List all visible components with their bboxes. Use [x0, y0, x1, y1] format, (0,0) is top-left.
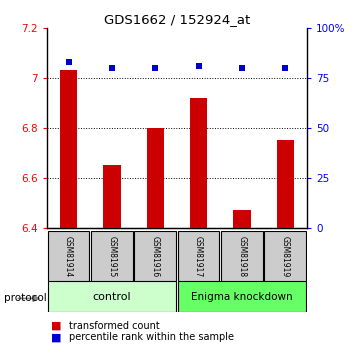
Point: [196, 63, 201, 68]
Bar: [134, 231, 176, 281]
Point: [109, 65, 115, 70]
Bar: [178, 231, 219, 281]
Title: GDS1662 / 152924_at: GDS1662 / 152924_at: [104, 13, 250, 27]
Text: Enigma knockdown: Enigma knockdown: [191, 292, 293, 302]
Text: control: control: [93, 292, 131, 302]
Bar: [103, 165, 121, 228]
Point: [66, 59, 71, 65]
Bar: [91, 231, 133, 281]
Bar: [48, 281, 176, 312]
Bar: [190, 98, 207, 228]
Bar: [221, 231, 263, 281]
Text: GSM81917: GSM81917: [194, 236, 203, 277]
Bar: [48, 231, 90, 281]
Bar: [178, 281, 306, 312]
Bar: [147, 128, 164, 228]
Text: transformed count: transformed count: [69, 321, 159, 331]
Text: GSM81918: GSM81918: [238, 236, 246, 277]
Bar: [60, 70, 77, 228]
Text: ■: ■: [51, 321, 61, 331]
Bar: [264, 231, 306, 281]
Text: ■: ■: [51, 333, 61, 342]
Bar: [233, 210, 251, 228]
Text: GSM81919: GSM81919: [281, 236, 290, 277]
Text: GSM81916: GSM81916: [151, 236, 160, 277]
Point: [152, 65, 158, 70]
Text: GSM81915: GSM81915: [108, 236, 116, 277]
Text: GSM81914: GSM81914: [64, 236, 73, 277]
Text: protocol: protocol: [4, 294, 46, 303]
Bar: [277, 140, 294, 228]
Point: [282, 65, 288, 70]
Text: percentile rank within the sample: percentile rank within the sample: [69, 333, 234, 342]
Point: [239, 65, 245, 70]
